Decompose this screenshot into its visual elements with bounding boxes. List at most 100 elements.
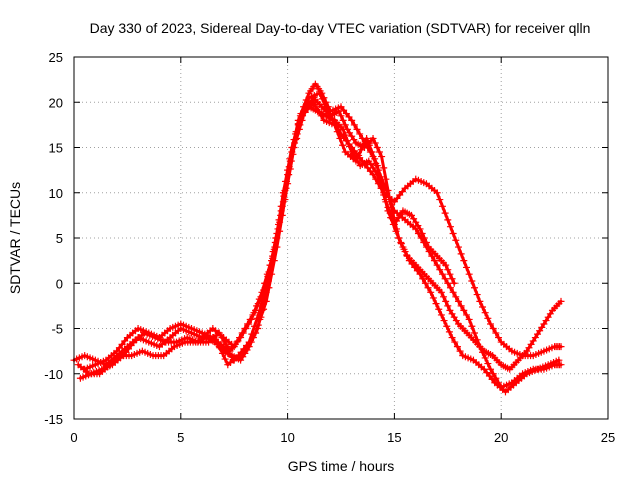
data-point-marker (373, 171, 381, 179)
data-point-marker (252, 329, 260, 337)
data-point-marker (294, 120, 302, 128)
data-point-marker (271, 243, 279, 251)
data-point-marker (446, 223, 454, 231)
data-point-marker (433, 261, 441, 269)
data-point-marker (441, 275, 449, 283)
data-point-marker (350, 121, 358, 129)
x-tick-label: 15 (387, 430, 401, 445)
data-point-marker (324, 106, 332, 114)
data-point-marker (253, 302, 261, 310)
data-point-marker (495, 334, 503, 342)
data-point-marker (443, 322, 451, 330)
data-point-marker (444, 302, 452, 310)
x-tick-label: 20 (494, 430, 508, 445)
data-point-marker (336, 134, 344, 142)
x-tick-label: 25 (601, 430, 615, 445)
data-point-marker (446, 284, 454, 292)
data-point-marker (335, 107, 343, 115)
data-point-marker (215, 329, 223, 337)
data-point-marker (250, 309, 258, 317)
data-point-marker (375, 148, 383, 156)
data-point-marker (429, 294, 437, 302)
data-point-marker (353, 125, 361, 133)
data-point-marker (438, 202, 446, 210)
data-point-marker (442, 297, 450, 305)
data-point-marker (440, 317, 448, 325)
data-point-marker (384, 203, 392, 211)
data-point-marker (454, 297, 462, 305)
y-tick-label: 5 (56, 231, 63, 246)
data-point-marker (462, 311, 470, 319)
x-tick-labels: 0 5 10 15 20 25 (70, 430, 615, 445)
data-point-marker (254, 325, 262, 332)
data-point-marker (239, 329, 247, 337)
data-point-marker (452, 293, 460, 301)
data-point-marker (418, 229, 426, 237)
grid-lines (74, 57, 608, 419)
y-tick-label: 15 (49, 141, 63, 156)
data-point-marker (454, 243, 462, 251)
data-point-marker (484, 360, 492, 368)
data-point-marker (284, 166, 292, 174)
data-point-marker (442, 261, 450, 269)
series-track-5-markers (202, 103, 458, 364)
data-point-marker (457, 250, 465, 258)
data-point-marker (435, 305, 443, 313)
data-point-marker (453, 343, 461, 351)
data-point-marker (360, 140, 368, 148)
data-point-marker (249, 334, 257, 342)
y-tick-label: -15 (44, 412, 63, 427)
data-point-marker (427, 288, 435, 296)
data-point-marker (444, 216, 452, 224)
data-point-marker (343, 137, 351, 145)
data-point-marker (337, 112, 345, 120)
data-point-marker (348, 116, 356, 124)
data-point-marker (375, 177, 383, 185)
x-axis-title: GPS time / hours (288, 458, 395, 474)
data-point-marker (437, 311, 445, 319)
data-point-marker (369, 134, 377, 142)
data-point-marker (462, 263, 470, 271)
data-point-marker (446, 270, 454, 278)
series-track-3-markers (81, 89, 565, 373)
data-point-marker (479, 303, 487, 311)
data-point-marker (400, 245, 408, 253)
y-tick-label: -5 (51, 322, 63, 337)
data-point-marker (221, 338, 229, 346)
series-layer (70, 80, 565, 396)
data-point-marker (436, 196, 444, 204)
data-point-marker (481, 354, 489, 362)
data-point-marker (419, 275, 427, 283)
data-point-marker (368, 148, 376, 156)
data-point-marker (468, 322, 476, 330)
data-point-marker (440, 293, 448, 301)
data-point-marker (382, 175, 390, 183)
data-point-marker (380, 164, 388, 172)
data-point-marker (471, 284, 478, 292)
data-point-marker (448, 275, 456, 283)
data-point-marker (460, 257, 468, 265)
data-point-marker (403, 251, 411, 259)
data-point-marker (487, 365, 495, 373)
data-point-marker (356, 130, 364, 138)
data-point-marker (468, 277, 476, 285)
data-point-marker (438, 270, 446, 278)
data-point-marker (422, 239, 430, 247)
data-point-marker (449, 229, 457, 237)
data-point-marker (555, 356, 563, 364)
data-point-marker (436, 266, 444, 274)
data-point-marker (256, 315, 264, 323)
data-point-marker (378, 153, 386, 161)
data-point-marker (365, 141, 373, 149)
data-point-marker (481, 309, 489, 317)
data-point-marker (258, 306, 266, 314)
data-point-marker (456, 347, 464, 355)
data-point-marker (339, 116, 347, 124)
data-point-marker (449, 288, 457, 296)
y-tick-label: -10 (44, 367, 63, 382)
data-point-marker (221, 355, 229, 363)
data-point-marker (378, 184, 386, 192)
data-point-marker (444, 279, 452, 287)
x-tick-label: 0 (70, 430, 77, 445)
data-point-marker (557, 343, 565, 351)
